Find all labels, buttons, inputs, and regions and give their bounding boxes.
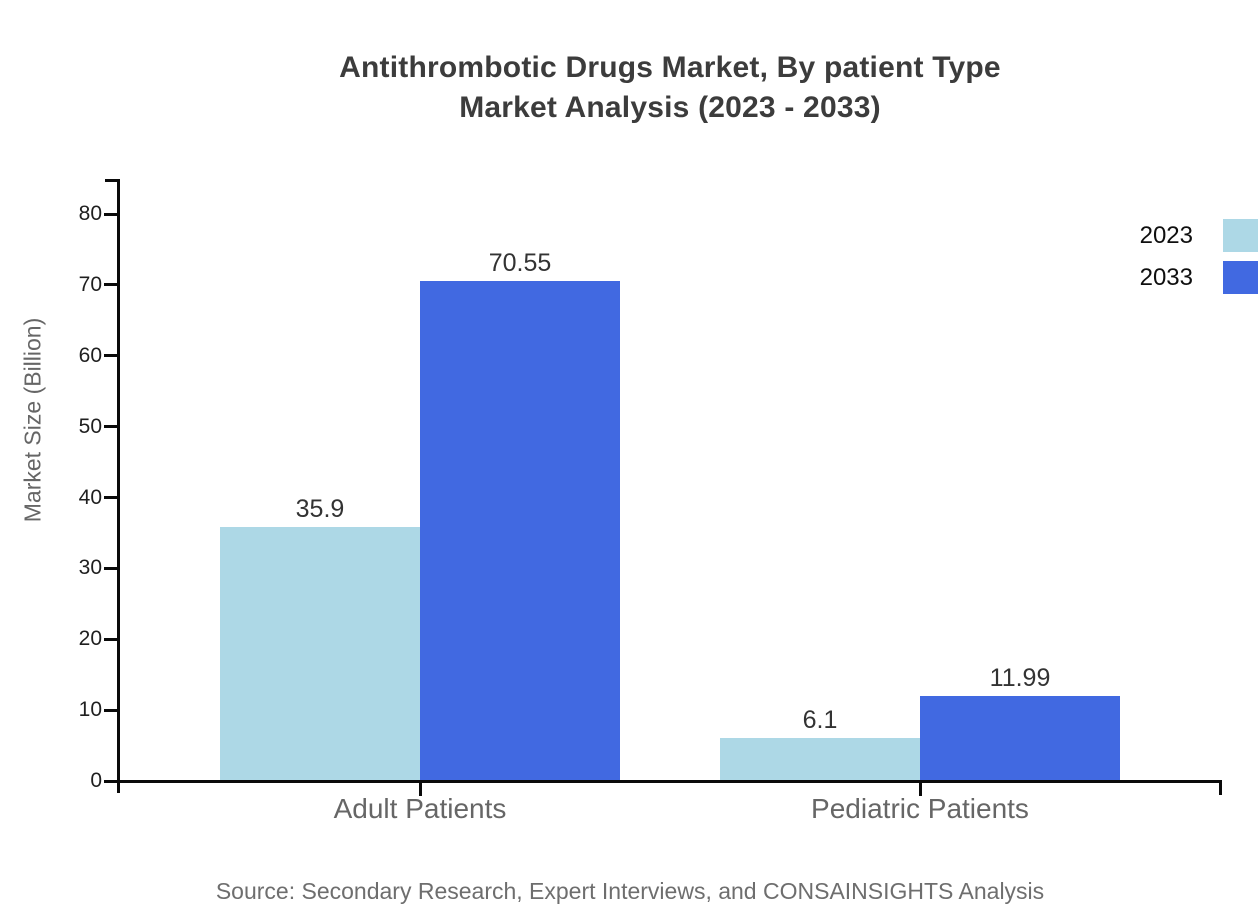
bar bbox=[220, 526, 420, 781]
bar bbox=[420, 280, 620, 781]
y-tick-label: 10 bbox=[78, 698, 102, 722]
x-axis-end-cap bbox=[1219, 780, 1222, 795]
bar-value-label: 35.9 bbox=[295, 494, 345, 523]
y-tick-label: 40 bbox=[78, 485, 102, 509]
y-tick bbox=[104, 212, 118, 216]
y-tick-label: 20 bbox=[78, 627, 102, 651]
y-tick bbox=[104, 496, 118, 499]
y-tick bbox=[104, 283, 118, 287]
chart-title-line1: Antithrombotic Drugs Market, By patient … bbox=[339, 51, 1001, 84]
y-tick bbox=[104, 708, 118, 712]
y-tick bbox=[104, 354, 118, 358]
y-tick-label: 80 bbox=[78, 202, 102, 225]
x-tick bbox=[418, 783, 422, 796]
y-tick bbox=[104, 779, 118, 783]
legend: 2023 2033 bbox=[1140, 219, 1258, 303]
x-axis-category-label: Pediatric Patients bbox=[811, 793, 1029, 824]
bar bbox=[920, 696, 1120, 781]
y-tick-label: 70 bbox=[78, 272, 102, 296]
bar-value-label: 6.1 bbox=[802, 705, 838, 734]
x-axis-line bbox=[117, 780, 1222, 783]
y-tick-label: 30 bbox=[78, 556, 102, 580]
y-axis-end-cap bbox=[105, 179, 120, 182]
y-tick bbox=[104, 637, 118, 641]
legend-swatch bbox=[1223, 261, 1258, 294]
source-note: Source: Secondary Research, Expert Inter… bbox=[215, 878, 1045, 904]
legend-label: 2033 bbox=[1139, 264, 1193, 291]
bar-value-label: 11.99 bbox=[989, 664, 1051, 693]
bar-value-label: 70.55 bbox=[488, 248, 552, 277]
y-tick-label: 50 bbox=[78, 414, 102, 438]
y-tick bbox=[104, 425, 118, 429]
legend-item: 2023 bbox=[1140, 219, 1258, 252]
legend-swatch bbox=[1223, 219, 1258, 252]
x-axis-category-label: Adult Patients bbox=[333, 793, 507, 824]
y-axis-line bbox=[117, 179, 120, 793]
legend-label: 2023 bbox=[1139, 222, 1193, 249]
bar bbox=[720, 737, 920, 781]
chart-title: Antithrombotic Drugs Market, By patient … bbox=[118, 48, 1222, 128]
x-tick bbox=[918, 783, 922, 796]
y-tick-label: 60 bbox=[78, 343, 102, 367]
chart-title-line2: Market Analysis (2023 - 2033) bbox=[459, 91, 881, 124]
legend-item: 2033 bbox=[1140, 261, 1258, 294]
y-tick bbox=[104, 566, 118, 570]
y-tick-label: 0 bbox=[90, 769, 102, 792]
